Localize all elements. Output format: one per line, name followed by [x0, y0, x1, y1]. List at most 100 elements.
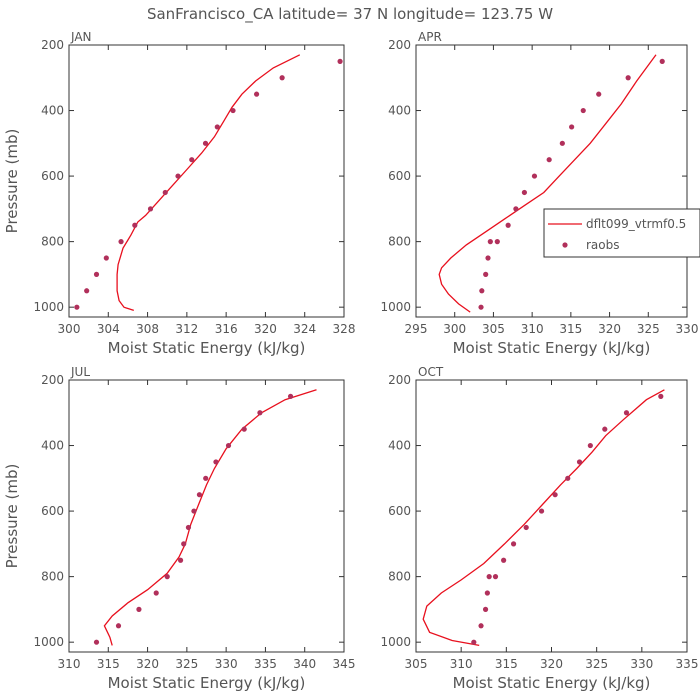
- raobs-point: [196, 492, 203, 498]
- raobs-point: [505, 222, 511, 228]
- raobs-point: [74, 304, 80, 310]
- y-tick-label: 1000: [33, 300, 64, 314]
- plot-frame: [415, 44, 688, 318]
- x-tick-label: 324: [293, 322, 316, 336]
- legend-label-model: dflt099_vtrmf0.5: [586, 217, 686, 231]
- raobs-point: [484, 590, 490, 596]
- raobs-point: [164, 574, 170, 580]
- raobs-point: [279, 75, 285, 81]
- y-tick-label: 800: [388, 570, 411, 584]
- x-tick-label: 335: [254, 657, 277, 671]
- raobs-point: [147, 206, 154, 212]
- y-tick-label: 1000: [33, 635, 64, 649]
- raobs-point: [486, 574, 492, 580]
- raobs-point: [175, 173, 181, 179]
- series-line-model: [422, 389, 665, 647]
- y-axis-label: Pressure (mb): [3, 464, 21, 569]
- raobs-point: [510, 541, 517, 547]
- y-tick-label: 400: [41, 439, 64, 453]
- x-tick-label: 305: [405, 657, 428, 671]
- y-tick-label: 200: [388, 373, 411, 387]
- x-tick-label: 325: [585, 657, 608, 671]
- panel-jan: JAN 300 304 308 312 316 320 324 328 200 400 600 800 1…: [3, 30, 355, 357]
- raobs-point: [202, 140, 209, 146]
- raobs-point: [492, 574, 499, 580]
- raobs-point: [93, 639, 100, 645]
- raobs-point: [659, 58, 665, 64]
- raobs-point: [623, 410, 630, 416]
- y-tick-label: 400: [388, 104, 411, 118]
- raobs-point: [596, 91, 602, 97]
- x-tick-label: 320: [598, 322, 621, 336]
- panel-title: JUL: [70, 365, 90, 379]
- legend-box: [543, 208, 700, 258]
- panel-title: APR: [418, 30, 442, 44]
- raobs-point: [625, 75, 631, 81]
- x-axis-label: Moist Static Energy (kJ/kg): [453, 339, 651, 357]
- raobs-point: [241, 426, 247, 432]
- x-tick-label: 312: [175, 322, 198, 336]
- data-area: [422, 389, 665, 647]
- data-area: [74, 54, 343, 312]
- raobs-point: [552, 492, 558, 498]
- x-tick-label: 305: [482, 322, 505, 336]
- raobs-point: [189, 157, 195, 163]
- raobs-point: [257, 410, 263, 416]
- raobs-point: [253, 91, 260, 97]
- raobs-point: [494, 239, 500, 245]
- raobs-point: [478, 623, 484, 629]
- raobs-point: [565, 475, 571, 481]
- x-tick-label: 315: [495, 657, 518, 671]
- x-axis-label: Moist Static Energy (kJ/kg): [108, 674, 306, 692]
- y-tick-label: 600: [388, 504, 411, 518]
- x-tick-label: 308: [136, 322, 159, 336]
- raobs-point: [132, 222, 138, 228]
- raobs-point: [482, 606, 489, 612]
- x-tick-label: 330: [676, 322, 699, 336]
- x-tick-label: 310: [521, 322, 544, 336]
- panel-title: JAN: [70, 30, 92, 44]
- raobs-point: [181, 541, 187, 547]
- x-axis-label: Moist Static Energy (kJ/kg): [453, 674, 651, 692]
- series-line-model: [438, 54, 657, 313]
- x-tick-label: 330: [630, 657, 653, 671]
- x-tick-label: 300: [58, 322, 81, 336]
- x-tick-label: 325: [175, 657, 198, 671]
- raobs-point: [587, 442, 593, 449]
- y-tick-label: 1000: [380, 635, 411, 649]
- raobs-point: [559, 140, 565, 146]
- x-tick-label: 320: [540, 657, 563, 671]
- x-tick-label: 300: [443, 322, 466, 336]
- raobs-point: [177, 557, 184, 563]
- x-tick-label: 310: [450, 657, 473, 671]
- y-tick-label: 1000: [380, 300, 411, 314]
- x-tick-label: 325: [637, 322, 660, 336]
- raobs-point: [230, 107, 236, 114]
- plot-frame: [415, 379, 688, 653]
- panel-oct: OCT 305 310 315 320 325 330 335 200 400 600 800 1000…: [380, 365, 698, 692]
- raobs-point: [185, 524, 192, 531]
- series-line-model: [103, 389, 317, 646]
- x-tick-label: 295: [405, 322, 428, 336]
- raobs-point: [287, 393, 294, 399]
- y-tick-label: 200: [41, 373, 64, 387]
- raobs-point: [531, 173, 538, 179]
- raobs-point: [569, 124, 575, 130]
- legend-label-raobs: raobs: [586, 238, 620, 252]
- raobs-point: [546, 157, 552, 163]
- x-tick-label: 345: [333, 657, 356, 671]
- raobs-point: [191, 508, 197, 514]
- x-tick-label: 328: [333, 322, 356, 336]
- raobs-point: [118, 239, 124, 245]
- x-tick-label: 315: [97, 657, 120, 671]
- data-area: [438, 54, 665, 313]
- y-tick-label: 400: [41, 104, 64, 118]
- raobs-point: [214, 124, 220, 130]
- x-tick-label: 335: [676, 657, 699, 671]
- raobs-point: [483, 271, 489, 277]
- raobs-point: [203, 475, 209, 481]
- raobs-point: [485, 255, 491, 261]
- y-tick-label: 800: [41, 235, 64, 249]
- raobs-point: [479, 288, 485, 294]
